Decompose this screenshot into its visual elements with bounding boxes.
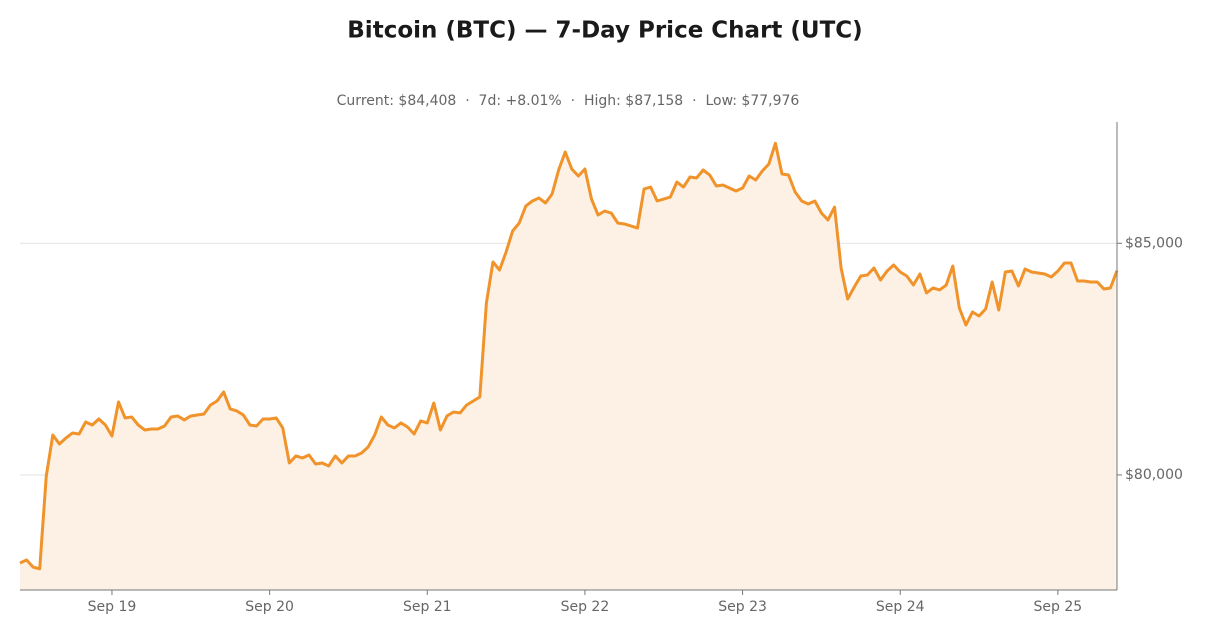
x-tick-label: Sep 23: [718, 599, 767, 615]
y-tick-label: $85,000: [1125, 235, 1183, 251]
x-tick-label: Sep 24: [876, 599, 925, 615]
x-tick-label: Sep 25: [1034, 599, 1083, 615]
x-tick-label: Sep 19: [88, 599, 137, 615]
y-tick-label: $80,000: [1125, 467, 1183, 483]
x-tick-label: Sep 21: [403, 599, 452, 615]
x-tick-label: Sep 20: [245, 599, 294, 615]
chart-subtitle: Current: $84,408 · 7d: +8.01% · High: $8…: [337, 93, 800, 109]
price-line: [19, 141, 1119, 571]
chart-title: Bitcoin (BTC) — 7-Day Price Chart (UTC): [347, 18, 862, 44]
area: [20, 143, 1117, 590]
x-tick-label: Sep 22: [561, 599, 610, 615]
